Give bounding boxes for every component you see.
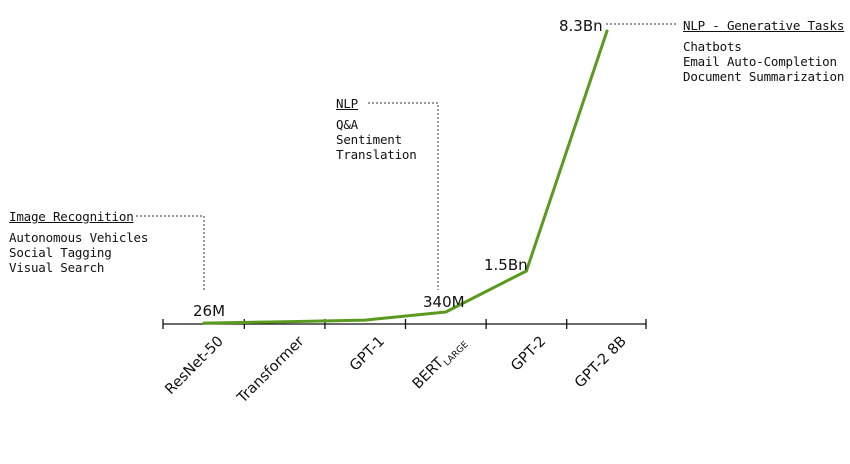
data-point-5	[605, 29, 609, 33]
data-point-2	[363, 318, 367, 322]
annotation-item: Document Summarization	[683, 69, 845, 84]
data-point-3	[444, 310, 448, 314]
value-label-gpt2: 1.5Bn	[484, 256, 528, 274]
x-tick-label: ResNet-50	[162, 334, 226, 398]
value-label-bert: 340M	[423, 293, 465, 311]
data-point-0	[202, 321, 206, 325]
x-tick-label-subscript: LARGE	[442, 340, 471, 369]
annotation-leader-nlp	[368, 102, 439, 290]
annotation-item: Visual Search	[9, 260, 105, 275]
annotation-image-recognition: Image Recognition Autonomous Vehicles So…	[9, 209, 148, 275]
series-line	[202, 29, 609, 325]
annotation-leader-image-recognition	[136, 215, 205, 290]
x-tick-label: GPT-2	[508, 334, 549, 375]
annotation-item: Social Tagging	[9, 245, 112, 260]
x-tick-label: BERTLARGE	[410, 333, 471, 394]
annotation-title: NLP - Generative Tasks	[683, 18, 845, 33]
annotation-item: Sentiment	[336, 132, 402, 147]
annotation-item: Chatbots	[683, 39, 742, 54]
x-tick-label: GPT-2 8B	[572, 334, 630, 392]
x-tick-label: Transformer	[234, 333, 308, 407]
annotation-item: Translation	[336, 147, 417, 162]
annotation-title: NLP	[336, 96, 358, 111]
value-label-resnet: 26M	[193, 302, 226, 320]
x-tick-label: GPT-1	[347, 334, 388, 375]
annotation-title: Image Recognition	[9, 209, 134, 224]
annotation-item: Email Auto-Completion	[683, 54, 837, 69]
annotation-item: Q&A	[336, 117, 358, 132]
annotation-nlp-generative: NLP - Generative Tasks Chatbots Email Au…	[683, 18, 844, 84]
value-label-gpt2-8b: 8.3Bn	[559, 17, 603, 35]
data-point-4	[524, 269, 528, 273]
annotation-item: Autonomous Vehicles	[9, 230, 149, 245]
annotation-nlp: NLP Q&A Sentiment Translation	[336, 96, 417, 162]
data-point-1	[283, 320, 287, 324]
